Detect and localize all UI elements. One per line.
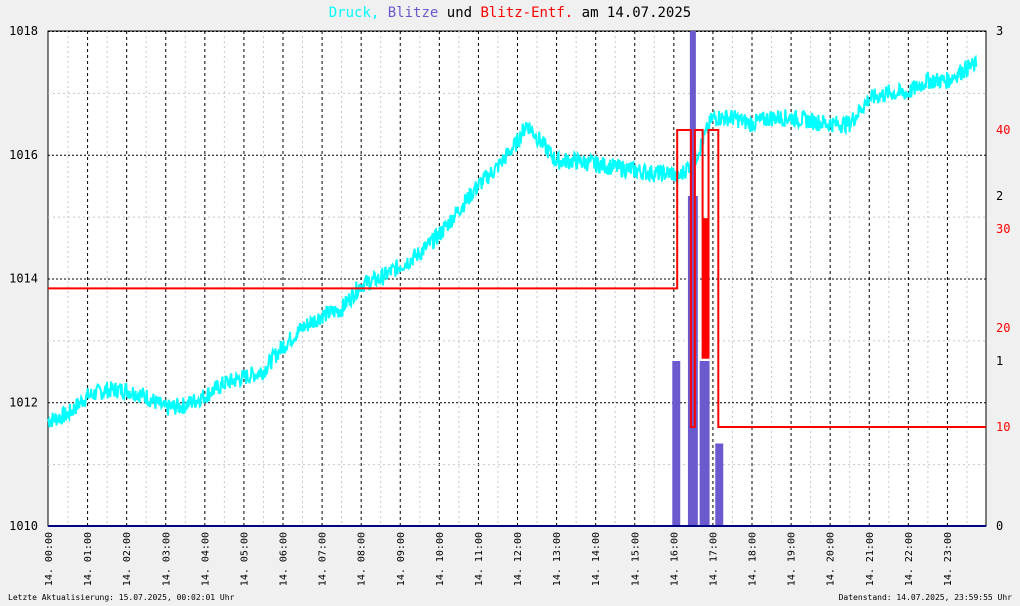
chart-title: Druck, Blitze und Blitz-Entf. am 14.07.2…	[329, 5, 691, 21]
x-tick-label: 14. 05:00	[239, 532, 250, 586]
x-tick-label: 14. 08:00	[357, 532, 368, 586]
x-tick-label: 14. 02:00	[122, 532, 133, 586]
strike-bar	[674, 361, 681, 526]
y-left-tick-label: 1018	[9, 24, 38, 38]
chart-title-part: am 14.07.2025	[573, 5, 691, 21]
chart-title-part: Blitz-Entf.	[472, 5, 573, 21]
y-right-distance-tick-label: 10	[996, 420, 1010, 434]
x-tick-label: 14. 16:00	[669, 532, 680, 586]
y-right-strikes-tick-label: 3	[996, 24, 1003, 38]
pressure-line	[47, 54, 978, 428]
last-update-text: Letzte Aktualisierung: 15.07.2025, 00:02…	[8, 593, 235, 602]
x-tick-label: 14. 11:00	[474, 532, 485, 586]
y-right-distance-tick-label: 30	[996, 222, 1010, 236]
y-right-strikes-tick-label: 0	[996, 519, 1003, 533]
x-tick-label: 14. 06:00	[279, 532, 290, 586]
y-right-distance-tick-label: 20	[996, 321, 1010, 335]
x-tick-label: 14. 20:00	[826, 532, 837, 586]
x-tick-label: 14. 07:00	[318, 532, 329, 586]
x-tick-label: 14. 09:00	[396, 532, 407, 586]
x-tick-label: 14. 23:00	[943, 532, 954, 586]
x-tick-label: 14. 10:00	[435, 532, 446, 586]
x-tick-label: 14. 14:00	[591, 532, 602, 586]
x-tick-label: 14. 18:00	[748, 532, 759, 586]
y-left-tick-label: 1016	[9, 148, 38, 162]
chart-title-part: und	[438, 5, 472, 21]
y-left-tick-label: 1010	[9, 519, 38, 533]
y-left-tick-label: 1012	[9, 395, 38, 409]
x-tick-label: 14. 12:00	[513, 532, 524, 586]
x-tick-label: 14. 03:00	[161, 532, 172, 586]
x-tick-label: 14. 17:00	[708, 532, 719, 586]
x-tick-label: 14. 01:00	[83, 532, 94, 586]
x-tick-label: 14. 21:00	[865, 532, 876, 586]
y-left-tick-label: 1014	[9, 272, 38, 286]
x-tick-label: 14. 19:00	[787, 532, 798, 586]
y-right-distance-tick-label: 40	[996, 123, 1010, 137]
x-tick-label: 14. 22:00	[904, 532, 915, 586]
strike-bar	[703, 361, 710, 526]
distance-line	[48, 129, 986, 428]
y-right-strikes-tick-label: 1	[996, 354, 1003, 368]
strike-bar	[717, 443, 724, 526]
data-timestamp-text: Datenstand: 14.07.2025, 23:59:55 Uhr	[838, 593, 1012, 602]
x-tick-label: 14. 00:00	[44, 532, 55, 586]
x-tick-label: 14. 13:00	[552, 532, 563, 586]
chart-title-part: Druck,	[329, 5, 380, 21]
x-tick-label: 14. 15:00	[630, 532, 641, 586]
chart-title-part: Blitze	[379, 5, 438, 21]
y-right-strikes-tick-label: 2	[996, 189, 1003, 203]
x-tick-label: 14. 04:00	[200, 532, 211, 586]
